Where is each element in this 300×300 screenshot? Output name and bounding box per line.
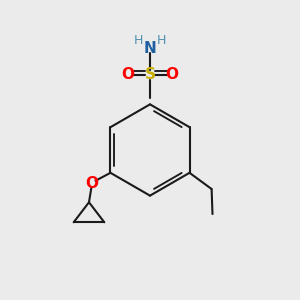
Text: N: N [144, 41, 156, 56]
Text: H: H [134, 34, 143, 47]
Text: S: S [145, 68, 155, 82]
Text: H: H [157, 34, 166, 47]
Text: O: O [166, 68, 178, 82]
Text: O: O [85, 176, 98, 190]
Text: O: O [122, 68, 134, 82]
